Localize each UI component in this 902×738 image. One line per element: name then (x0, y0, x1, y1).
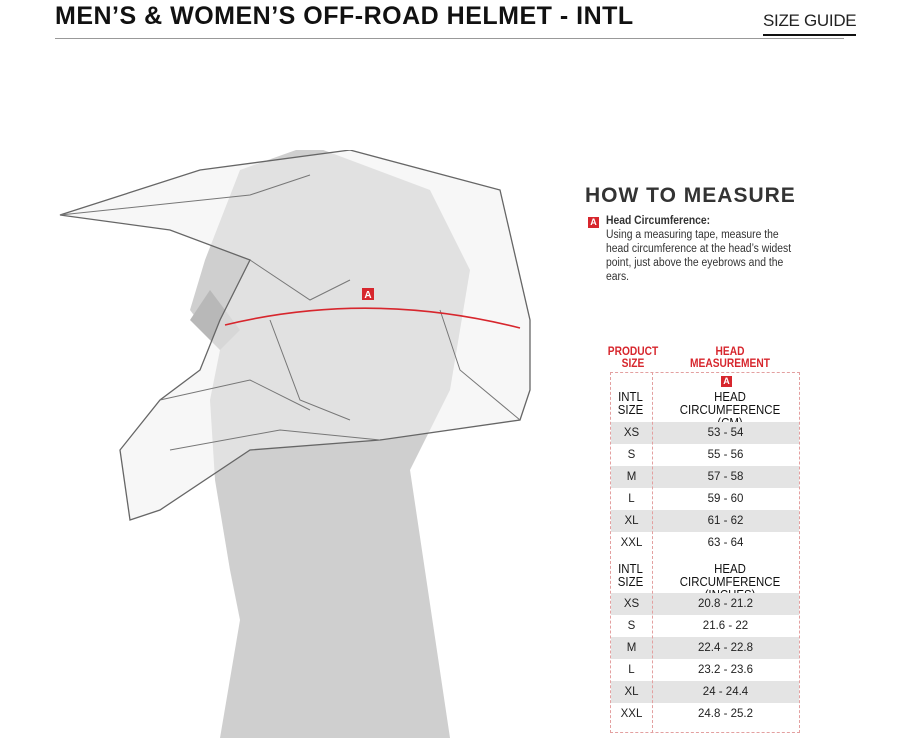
table-row: M 57 - 58 (611, 466, 799, 488)
measurement-cell: 22.4 - 22.8 (698, 642, 753, 654)
table-row: S 21.6 - 22 (611, 615, 799, 637)
measurement-cell: 63 - 64 (707, 537, 744, 549)
size-cell: XL (624, 515, 639, 527)
measurement-cell: 57 - 58 (707, 471, 744, 483)
how-to-measure-title: HOW TO MEASURE (585, 184, 796, 207)
col-head-measurement: HEAD MEASUREMENT (690, 344, 770, 370)
measurement-cell: 53 - 54 (707, 427, 744, 439)
measurement-cell: 59 - 60 (707, 493, 744, 505)
measurement-cell: 23.2 - 23.6 (698, 664, 753, 676)
size-cell: XXL (620, 537, 643, 549)
table-row: L 59 - 60 (611, 488, 799, 510)
measurement-cell: 55 - 56 (707, 449, 744, 461)
size-cell: XS (623, 598, 640, 610)
page-title: MEN’S & WOMEN’S OFF-ROAD HELMET - INTL (55, 2, 634, 30)
table-row: XS 53 - 54 (611, 422, 799, 444)
table-row: S 55 - 56 (611, 444, 799, 466)
table-row: M 22.4 - 22.8 (611, 637, 799, 659)
measurement-cell: 24.8 - 25.2 (698, 708, 753, 720)
item-title: Head Circumference: (606, 215, 711, 227)
size-cell: L (628, 664, 635, 676)
size-cell: XS (623, 427, 640, 439)
helmet-illustration: A (59, 150, 531, 738)
measurement-cell: 24 - 24.4 (702, 686, 749, 698)
item-text: Using a measuring tape, measure the head… (606, 229, 792, 283)
size-guide-label: SIZE GUIDE (763, 11, 857, 36)
measurement-cell: 61 - 62 (707, 515, 744, 527)
size-cell: S (627, 449, 636, 461)
marker-a: A (364, 290, 371, 301)
inch-size-label: INTL SIZE (617, 561, 644, 589)
size-cell: S (627, 620, 636, 632)
table-row: XL 61 - 62 (611, 510, 799, 532)
table-row: XXL 63 - 64 (611, 532, 799, 554)
cm-size-label: INTL SIZE (617, 389, 644, 417)
divider (55, 38, 844, 39)
size-cell: XXL (620, 708, 643, 720)
table-row: XS 20.8 - 21.2 (611, 593, 799, 615)
size-cell: XL (624, 686, 639, 698)
column-divider (652, 372, 653, 733)
table-row: L 23.2 - 23.6 (611, 659, 799, 681)
measurement-cell: 20.8 - 21.2 (698, 598, 753, 610)
measurement-cell: 21.6 - 22 (702, 620, 749, 632)
size-table (610, 372, 800, 733)
size-cell: M (626, 471, 637, 483)
col-product-size: PRODUCT SIZE (607, 344, 659, 370)
measure-description: Head Circumference: Using a measuring ta… (606, 214, 822, 284)
table-row: XL 24 - 24.4 (611, 681, 799, 703)
size-cell: M (626, 642, 637, 654)
table-row: XXL 24.8 - 25.2 (611, 703, 799, 725)
size-cell: L (628, 493, 635, 505)
marker-a-table: A (721, 376, 732, 387)
marker-a-badge: A (588, 217, 599, 228)
